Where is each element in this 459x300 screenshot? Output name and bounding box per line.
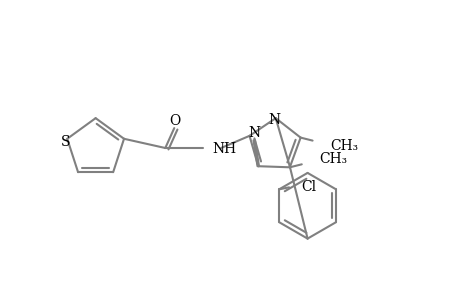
Text: Cl: Cl (300, 180, 315, 194)
Text: O: O (169, 114, 180, 128)
Text: S: S (60, 135, 70, 149)
Text: N: N (248, 126, 260, 140)
Text: N: N (268, 113, 280, 127)
Text: CH₃: CH₃ (319, 152, 347, 166)
Text: NH: NH (212, 142, 235, 156)
Text: CH₃: CH₃ (330, 139, 358, 153)
